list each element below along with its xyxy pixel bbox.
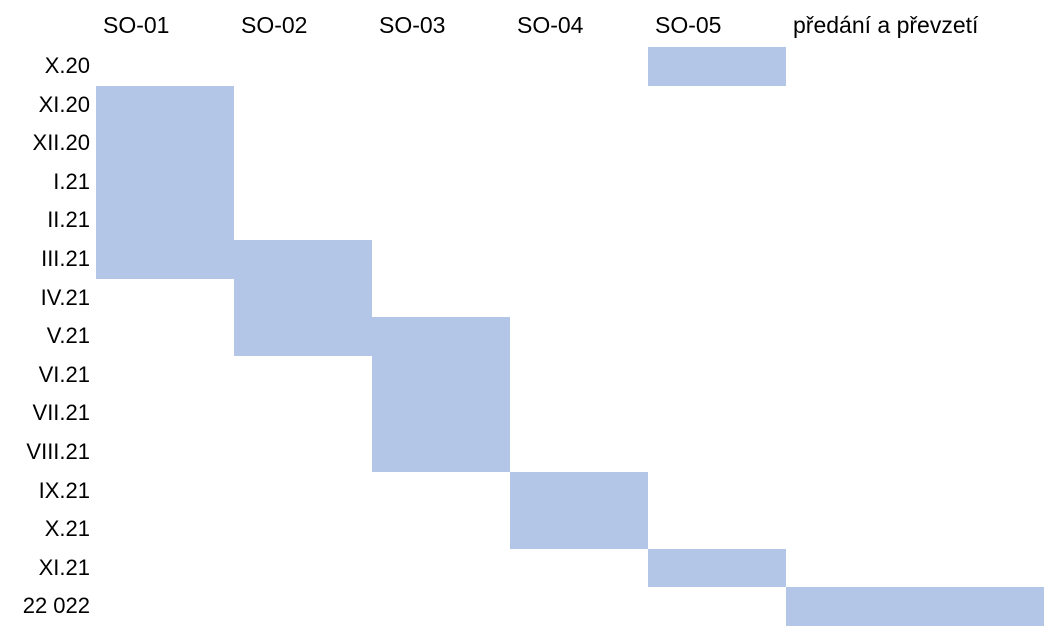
row-label: IX.21 xyxy=(38,477,90,503)
row-label: VIII.21 xyxy=(26,439,90,464)
row-label: V.21 xyxy=(46,323,90,349)
row-label: XII.20 xyxy=(32,130,90,156)
gantt-bar xyxy=(510,471,648,549)
gantt-bar xyxy=(786,587,1044,626)
row-label: XI.20 xyxy=(38,91,90,117)
gantt-bar xyxy=(648,47,786,86)
row-label: 22 022 xyxy=(22,593,90,619)
column-label: SO-05 xyxy=(655,12,722,38)
row-label: X.21 xyxy=(44,516,90,542)
row-label: XI.21 xyxy=(38,554,90,580)
row-label: I.21 xyxy=(53,168,90,194)
gantt-bar xyxy=(372,317,510,472)
row-label: VI.21 xyxy=(38,361,90,387)
row-label: VII.21 xyxy=(32,400,90,426)
column-label: SO-03 xyxy=(379,12,446,38)
column-label: předání a převzetí xyxy=(793,12,979,38)
row-label: II.21 xyxy=(47,207,90,233)
row-label: III.21 xyxy=(41,246,90,271)
column-label: SO-01 xyxy=(103,12,170,38)
row-label: IV.21 xyxy=(40,284,90,310)
column-label: SO-04 xyxy=(517,12,584,38)
gantt-bar xyxy=(234,240,372,356)
gantt-bar xyxy=(96,85,234,279)
column-label: SO-02 xyxy=(241,12,308,38)
gantt-bar xyxy=(648,548,786,588)
row-label: X.20 xyxy=(44,53,90,78)
